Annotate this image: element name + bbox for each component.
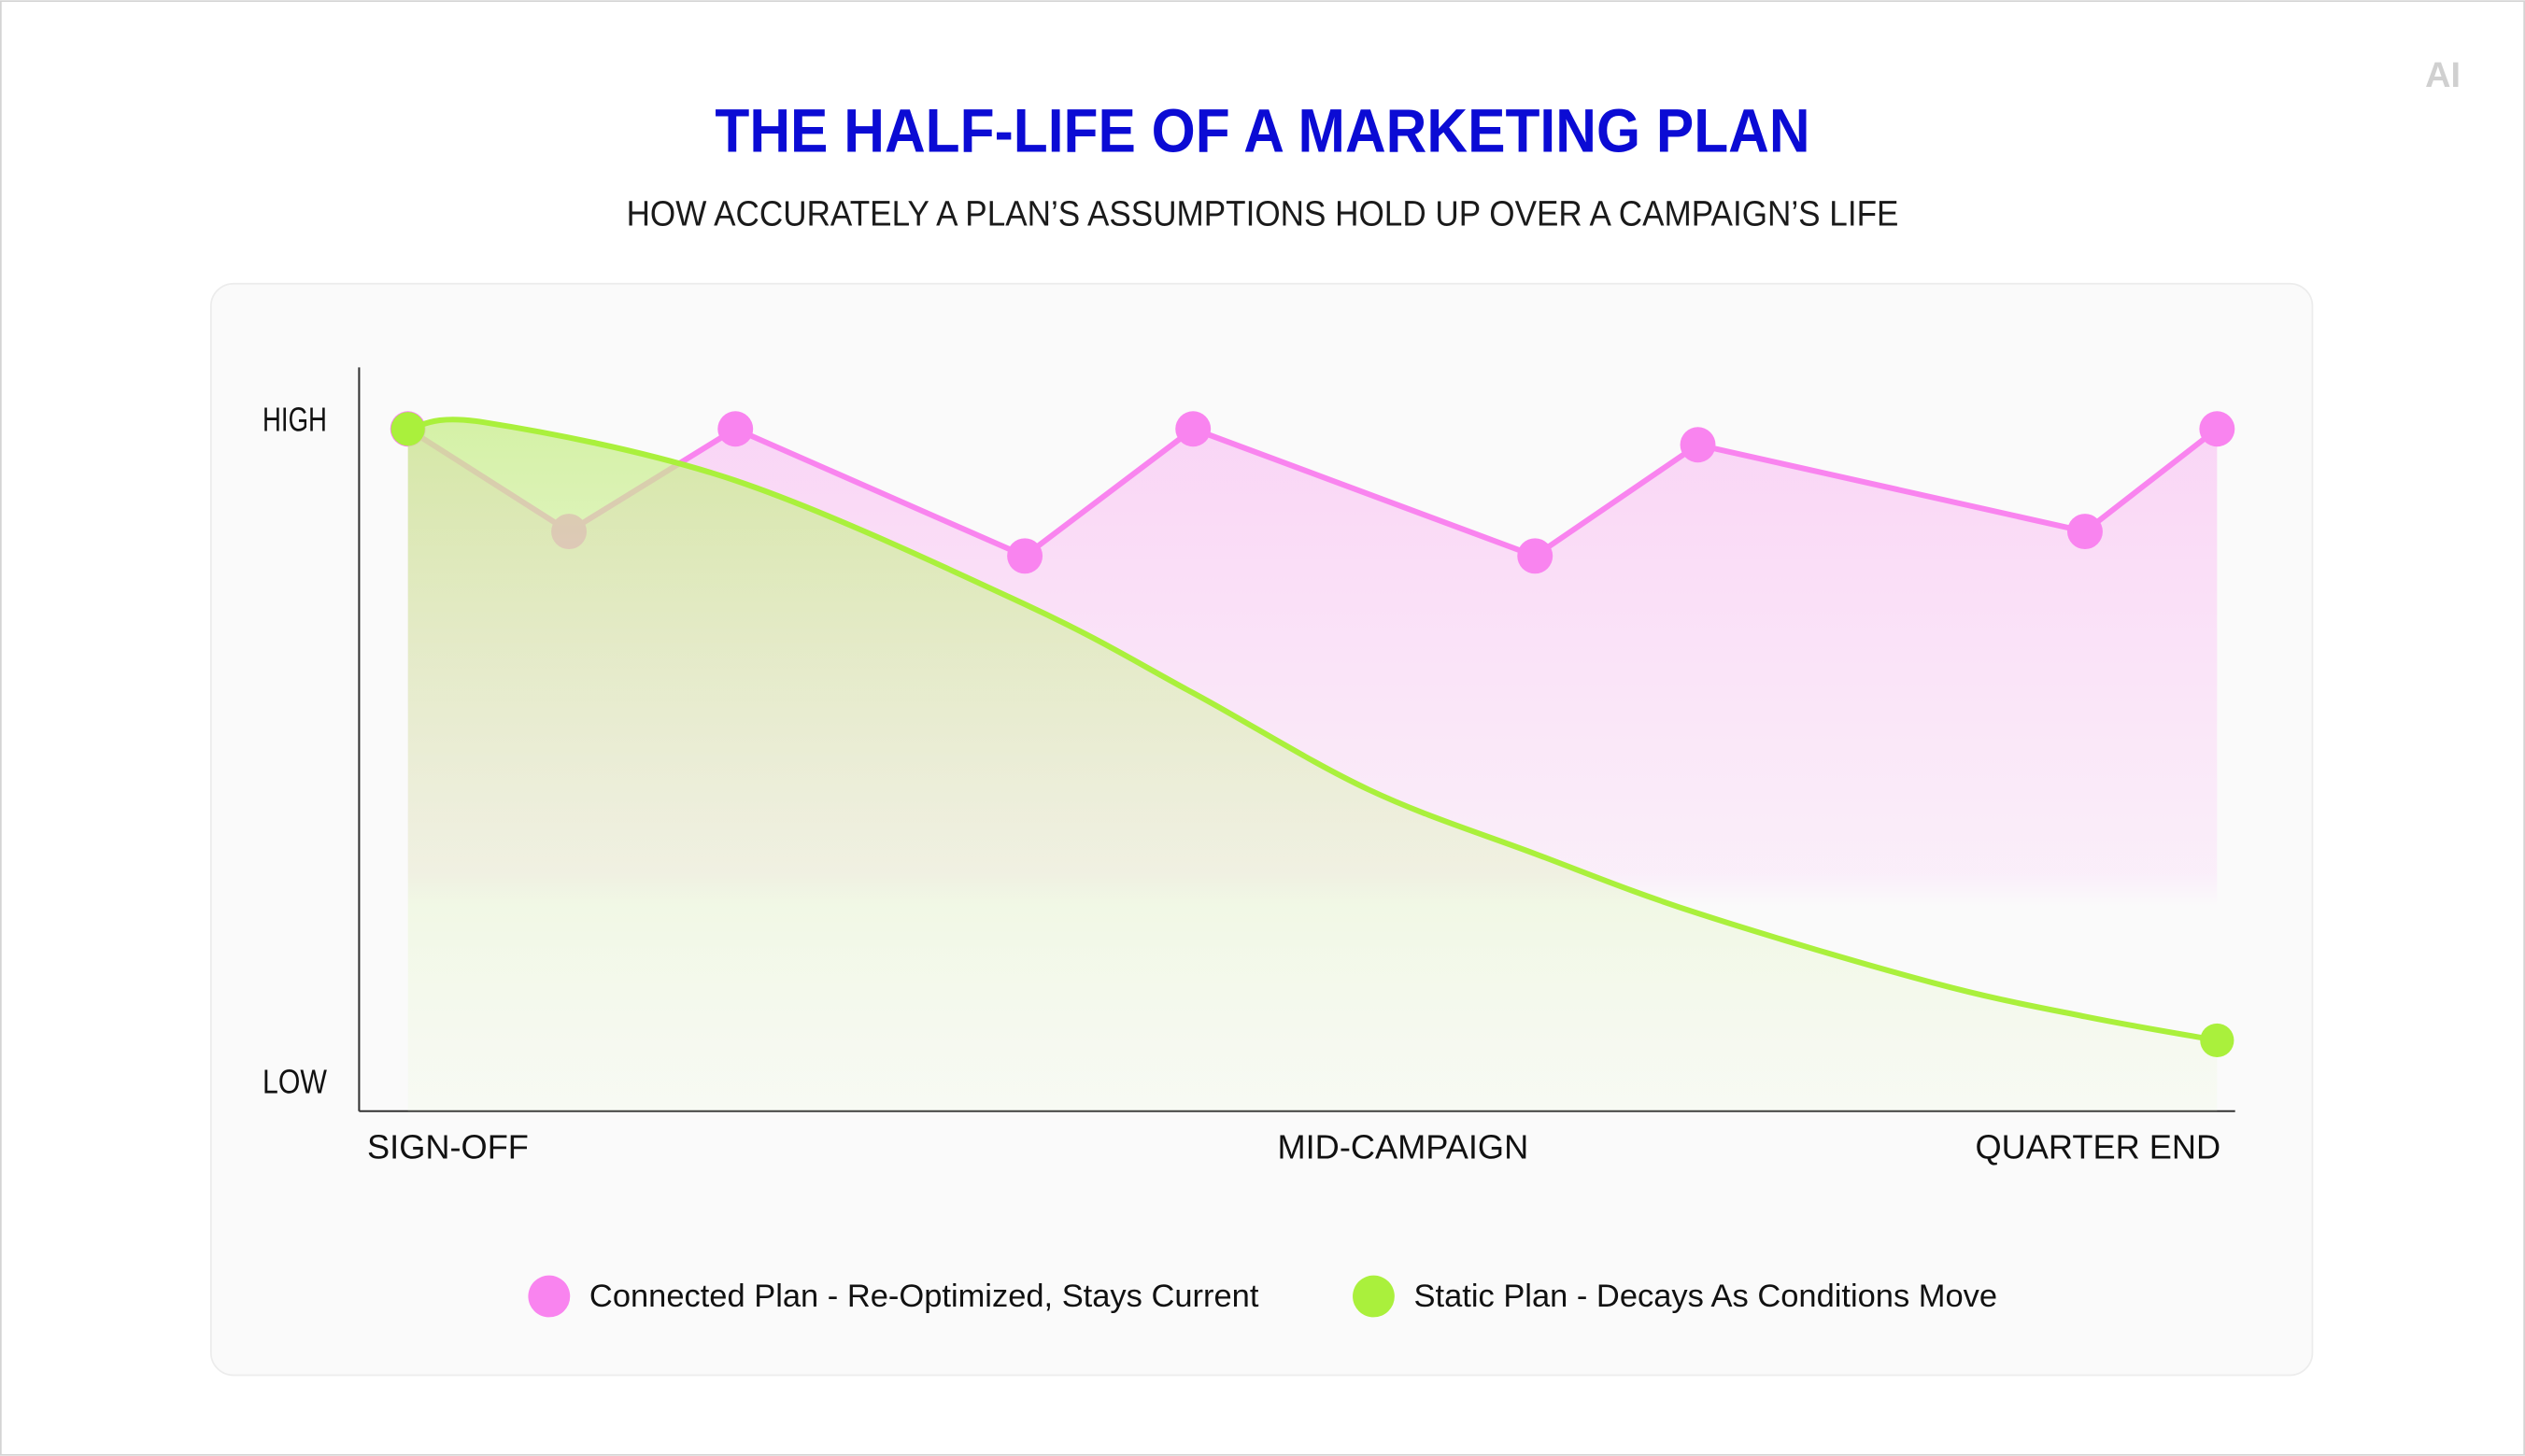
point	[1680, 427, 1716, 463]
plot-area: LOW HIGH SIGN-OFF MID-CAMPAIGN QUARTER END Co…	[262, 367, 2235, 1318]
point	[1175, 411, 1212, 447]
point	[1517, 538, 1553, 574]
point	[2199, 411, 2235, 447]
x-tick-label: QUARTER END	[1975, 1128, 2220, 1166]
chart-title: THE HALF-LIFE OF A MARKETING PLAN	[715, 96, 1809, 164]
y-tick-label: LOW	[262, 1062, 328, 1100]
legend-label: Connected Plan - Re-Optimized, Stays Cur…	[589, 1279, 1259, 1314]
point	[2067, 514, 2103, 550]
y-tick-label: HIGH	[262, 401, 327, 439]
point	[390, 412, 425, 446]
x-tick-label: MID-CAMPAIGN	[1277, 1128, 1528, 1166]
logo: AI	[2425, 56, 2461, 95]
x-tick-label: SIGN-OFF	[367, 1128, 529, 1166]
point	[1007, 538, 1043, 574]
point	[717, 411, 754, 447]
point	[2200, 1023, 2234, 1058]
chart-subtitle: HOW ACCURATELY A PLAN’S ASSUMPTIONS HOLD…	[627, 194, 1899, 233]
series-area	[407, 419, 2218, 1111]
legend-label: Static Plan - Decays As Conditions Move	[1414, 1279, 1998, 1314]
legend-swatch	[1353, 1275, 1395, 1318]
series-line	[407, 417, 2218, 1043]
legend-swatch	[528, 1275, 571, 1318]
